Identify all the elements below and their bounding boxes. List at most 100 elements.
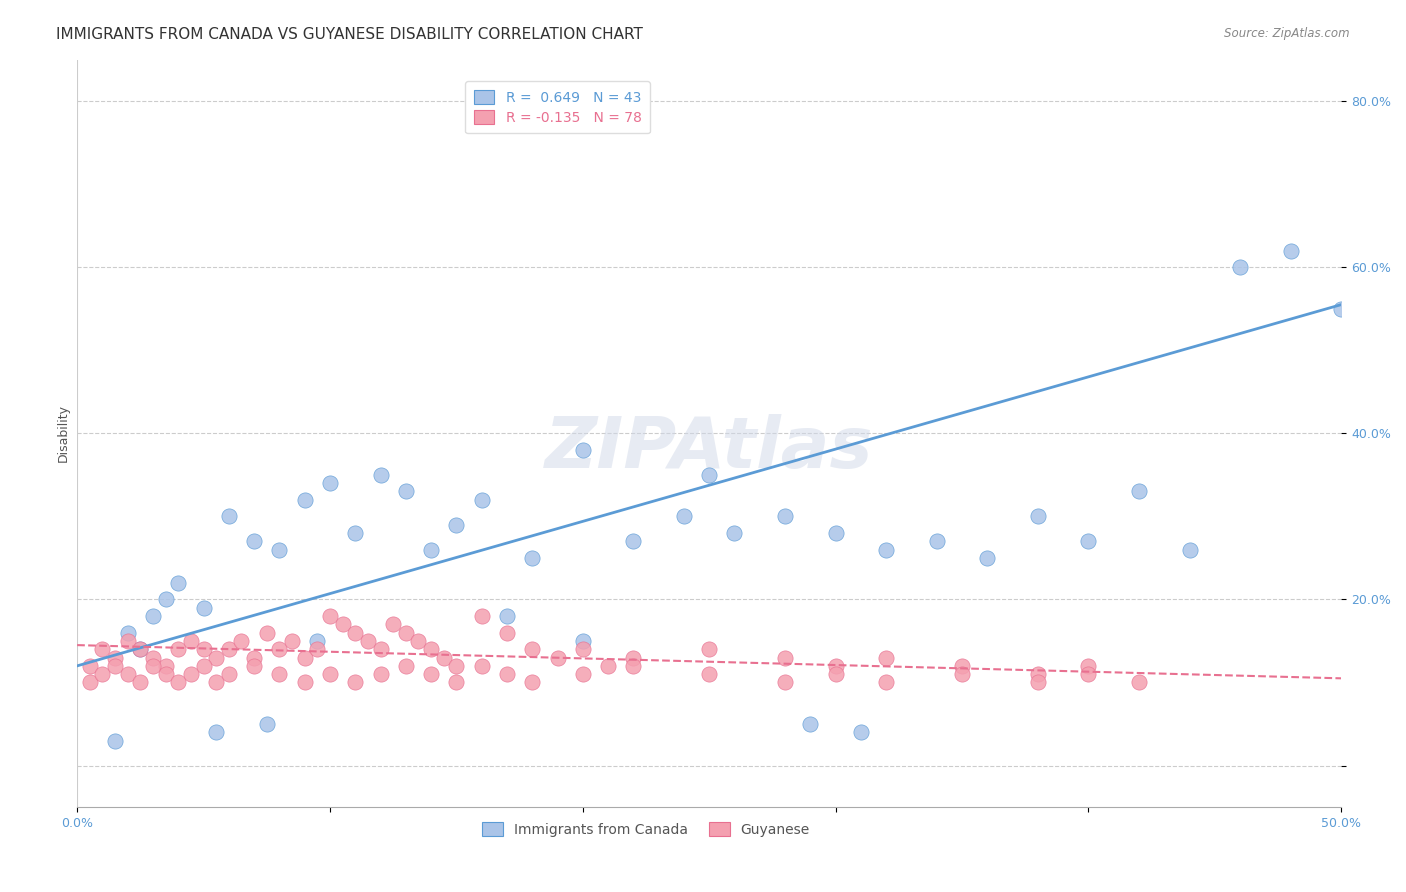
Point <box>218 642 240 657</box>
Point <box>950 658 973 673</box>
Point <box>496 667 519 681</box>
Point <box>344 675 367 690</box>
Point <box>117 625 139 640</box>
Point <box>522 550 544 565</box>
Point <box>205 675 228 690</box>
Point <box>824 667 846 681</box>
Point <box>1026 667 1049 681</box>
Point <box>773 509 796 524</box>
Point <box>672 509 695 524</box>
Point <box>281 634 304 648</box>
Point <box>547 650 569 665</box>
Point <box>307 634 329 648</box>
Point <box>571 642 593 657</box>
Point <box>571 667 593 681</box>
Point <box>193 658 215 673</box>
Point <box>522 642 544 657</box>
Point <box>243 658 266 673</box>
Point <box>256 625 278 640</box>
Point <box>875 650 897 665</box>
Point <box>522 675 544 690</box>
Point <box>319 667 342 681</box>
Point <box>950 667 973 681</box>
Point <box>773 650 796 665</box>
Point <box>408 634 430 648</box>
Point <box>294 650 316 665</box>
Point <box>1178 542 1201 557</box>
Point <box>420 667 443 681</box>
Point <box>697 467 720 482</box>
Point <box>621 534 644 549</box>
Point <box>571 634 593 648</box>
Text: IMMIGRANTS FROM CANADA VS GUYANESE DISABILITY CORRELATION CHART: IMMIGRANTS FROM CANADA VS GUYANESE DISAB… <box>56 27 643 42</box>
Point <box>621 650 644 665</box>
Point <box>79 675 101 690</box>
Point <box>79 658 101 673</box>
Point <box>344 625 367 640</box>
Point <box>370 667 392 681</box>
Point <box>370 467 392 482</box>
Point <box>269 642 291 657</box>
Point <box>446 517 468 532</box>
Point <box>446 658 468 673</box>
Point <box>1077 534 1099 549</box>
Point <box>1026 675 1049 690</box>
Point <box>129 642 152 657</box>
Point <box>193 600 215 615</box>
Point <box>571 442 593 457</box>
Point <box>218 667 240 681</box>
Point <box>155 667 177 681</box>
Point <box>1229 260 1251 275</box>
Y-axis label: Disability: Disability <box>58 404 70 462</box>
Point <box>1077 667 1099 681</box>
Point <box>433 650 456 665</box>
Point <box>471 658 494 673</box>
Point <box>243 650 266 665</box>
Point <box>875 542 897 557</box>
Point <box>319 609 342 624</box>
Point <box>697 642 720 657</box>
Point <box>344 526 367 541</box>
Point <box>91 642 114 657</box>
Point <box>104 650 127 665</box>
Point <box>420 542 443 557</box>
Point <box>1128 484 1150 499</box>
Point <box>395 484 418 499</box>
Point <box>256 717 278 731</box>
Point <box>218 509 240 524</box>
Point <box>193 642 215 657</box>
Point <box>976 550 998 565</box>
Point <box>1026 509 1049 524</box>
Point <box>446 675 468 690</box>
Point <box>104 658 127 673</box>
Point <box>155 658 177 673</box>
Point <box>129 642 152 657</box>
Point <box>596 658 619 673</box>
Point <box>117 667 139 681</box>
Text: ZIPAtlas: ZIPAtlas <box>546 414 873 483</box>
Point <box>357 634 380 648</box>
Point <box>243 534 266 549</box>
Point <box>332 617 354 632</box>
Point <box>496 625 519 640</box>
Legend: Immigrants from Canada, Guyanese: Immigrants from Canada, Guyanese <box>474 814 818 845</box>
Point <box>382 617 405 632</box>
Point <box>395 625 418 640</box>
Point <box>849 725 872 739</box>
Point <box>723 526 745 541</box>
Point <box>167 642 190 657</box>
Point <box>319 476 342 491</box>
Point <box>205 725 228 739</box>
Point <box>799 717 821 731</box>
Text: Source: ZipAtlas.com: Source: ZipAtlas.com <box>1225 27 1350 40</box>
Point <box>1128 675 1150 690</box>
Point <box>269 667 291 681</box>
Point <box>1330 301 1353 316</box>
Point <box>824 526 846 541</box>
Point <box>167 675 190 690</box>
Point <box>91 667 114 681</box>
Point <box>294 492 316 507</box>
Point <box>395 658 418 673</box>
Point <box>117 634 139 648</box>
Point <box>496 609 519 624</box>
